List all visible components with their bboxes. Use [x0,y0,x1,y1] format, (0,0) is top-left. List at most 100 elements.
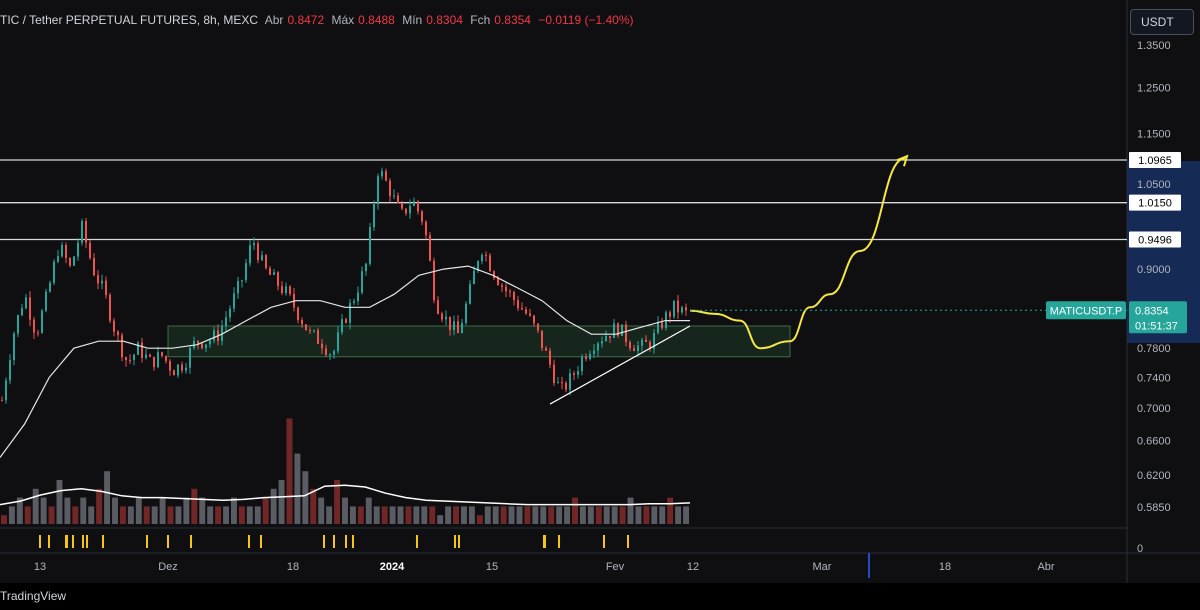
symbol-tag-label: MATICUSDT.P [1050,305,1123,317]
volume-tick-label: 0 [1137,543,1143,555]
price-tick-label-0: 1.3500 [1137,40,1171,52]
candle-body [213,330,215,341]
volume-marker [627,535,629,548]
volume-bar [532,506,539,524]
volume-bar [96,488,103,524]
candle-body [677,300,679,313]
volume-bar [445,506,452,524]
candle-body [121,335,123,358]
volume-bar [215,506,222,524]
candle-body [185,367,187,371]
candle-body [169,361,171,371]
time-tick-label-5: Fev [606,561,625,573]
candle-body [81,220,83,243]
volume-bar [334,480,341,524]
candle-body [353,301,355,303]
time-tick-label-8: 18 [939,561,951,573]
volume-marker [458,535,460,548]
price-tick-label-8: 0.6600 [1137,436,1171,448]
volume-bar [611,506,618,524]
volume-bar [357,506,364,524]
candle-body [313,330,315,332]
price-tick-label-5: 0.7800 [1137,343,1171,355]
candle-body [569,373,571,390]
candle-body [401,203,403,209]
volume-bar [223,506,229,524]
candle-body [205,344,207,349]
volume-bar [151,506,158,524]
volume-bar [24,506,31,524]
candle-body [685,307,687,311]
volume-bar [373,506,380,524]
volume-bar [468,506,475,524]
legend-close-value: 0.8354 [494,13,531,27]
chart-background [0,0,1200,583]
candle-body [545,348,547,351]
volume-bar [587,506,594,524]
volume-bar [326,506,333,524]
volume-bar [72,506,79,524]
tradingview-brand: TradingView [0,589,67,603]
price-chart[interactable]: 1.0965 1.0150 0.9496 1.3500 1.2500 1.1500 1.05… [0,0,1200,583]
currency-unit-button[interactable]: USDT [1130,9,1194,35]
price-tick-label-4: 0.9000 [1137,264,1171,276]
candle-body [245,263,247,281]
candle-body [125,357,127,360]
candle-body [361,271,363,293]
candle-body [225,317,227,327]
projection-path [689,157,906,350]
volume-bar [254,506,261,524]
price-tick-label-2: 1.1500 [1137,129,1171,141]
candle-body [241,280,243,282]
volume-bar [492,506,499,524]
candle-body [661,322,663,329]
candle-body [565,382,567,390]
candle-body [589,353,591,359]
legend-close-label: Fch [470,13,491,27]
time-tick-label-9: Abr [1037,561,1054,573]
level-tag-2 [1129,231,1181,248]
candle-body [441,313,443,320]
candle-body [617,323,619,336]
candle-body [593,350,595,354]
candle-body [21,308,23,316]
candle-body [321,343,323,349]
candle-body [553,364,555,384]
candle-body [633,348,635,352]
candle-body [341,319,343,333]
volume-marker [48,535,50,548]
candle-body [69,258,71,266]
candle-countdown-label: 01:51:37 [1135,320,1178,332]
volume-bar [270,488,277,524]
time-tick-label-2: 18 [287,561,299,573]
candle-body [317,330,319,344]
symbol-tag [1046,301,1126,320]
volume-marker [558,535,560,548]
candle-body [281,286,283,294]
volume-bar [572,497,578,524]
legend-low-value: 0.8304 [426,13,463,27]
candle-body [61,244,63,257]
legend-low-label: Mín [402,13,423,27]
footer-bar [0,583,1200,610]
candle-body [229,308,231,318]
candle-body [237,281,239,294]
candle-body [269,268,271,275]
candle-body [161,352,163,356]
candle-body [537,323,539,331]
candle-body [85,220,87,243]
volume-bar [1,515,7,524]
volume-marker [66,535,68,548]
candle-body [105,280,107,295]
volume-bar [603,506,610,524]
candle-body [141,342,143,358]
candle-body [513,292,515,301]
volume-bar [508,506,515,524]
candle-body [485,254,487,256]
volume-bar [318,497,325,524]
time-tick-label-3: 2024 [380,561,405,573]
candle-body [417,201,419,212]
candle-body [625,324,627,343]
candle-body [497,277,499,286]
volume-bar [8,506,15,524]
